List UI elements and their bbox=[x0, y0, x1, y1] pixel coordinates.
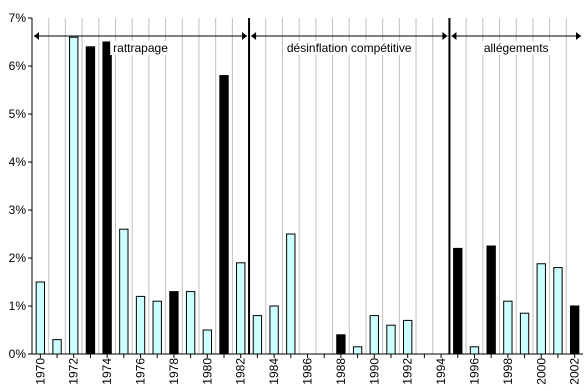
period-arrowhead-right bbox=[242, 32, 248, 40]
x-tick-label: 1974 bbox=[100, 358, 114, 385]
bar-1984 bbox=[269, 305, 279, 355]
bar-2002 bbox=[569, 305, 580, 355]
x-tick-label: 1982 bbox=[234, 358, 248, 385]
bar-1973 bbox=[85, 46, 96, 355]
bar-1983 bbox=[252, 315, 263, 355]
bar-1974 bbox=[102, 41, 112, 355]
bar-1996 bbox=[469, 346, 480, 355]
y-tick-label: 5% bbox=[9, 107, 27, 121]
x-tick-label: 1994 bbox=[434, 358, 448, 385]
bar-2001 bbox=[553, 267, 563, 355]
x-tick-label: 1990 bbox=[367, 358, 381, 385]
y-tick-label: 2% bbox=[9, 251, 27, 265]
bars bbox=[35, 36, 580, 355]
bar-1988 bbox=[336, 334, 346, 355]
period-label: rattrapage bbox=[113, 41, 168, 55]
x-tick-label: 1980 bbox=[200, 358, 214, 385]
x-tick-label: 2002 bbox=[568, 358, 582, 385]
x-tick-labels: 1970 1972 1974 1976 1978 1980 1982 1984 1986 1988… bbox=[33, 358, 581, 385]
bar-1997 bbox=[486, 245, 496, 355]
bar-1977 bbox=[152, 300, 162, 355]
x-tick-label: 1996 bbox=[467, 358, 481, 385]
y-tick-labels: 0% 1% 2% 3% 4% 5% 6% 7% bbox=[9, 11, 27, 361]
bar-1971 bbox=[52, 339, 62, 355]
x-tick-label: 1988 bbox=[334, 358, 348, 385]
y-tick-label: 1% bbox=[9, 299, 27, 313]
y-tick-label: 3% bbox=[9, 203, 27, 217]
bar-1985 bbox=[286, 233, 296, 355]
period-arrowhead-right bbox=[576, 32, 581, 40]
x-tick-label: 1998 bbox=[501, 358, 515, 385]
x-tick-label: 1972 bbox=[67, 358, 81, 385]
bar-1992 bbox=[403, 319, 413, 355]
period-arrowhead-left bbox=[251, 32, 257, 40]
period-label-bg bbox=[110, 41, 171, 55]
bar-1999 bbox=[519, 312, 530, 355]
y-tick-label: 0% bbox=[9, 347, 27, 361]
bar-1982 bbox=[236, 262, 246, 355]
x-tick-label: 1970 bbox=[33, 358, 47, 385]
y-tick-label: 4% bbox=[9, 155, 27, 169]
x-tick-label: 1986 bbox=[301, 358, 315, 385]
x-tick-label: 2000 bbox=[534, 358, 548, 385]
axes bbox=[28, 17, 583, 358]
period-arrowhead-left bbox=[451, 32, 457, 40]
bar-1981 bbox=[219, 75, 229, 355]
period-arrowhead-right bbox=[442, 32, 448, 40]
period-label: désinflation compétitive bbox=[287, 41, 412, 55]
bar-1970 bbox=[35, 281, 46, 355]
y-tick-label: 7% bbox=[9, 11, 27, 25]
period-arrowhead-left bbox=[34, 32, 39, 40]
bar-1990 bbox=[369, 315, 379, 355]
bar-1978 bbox=[169, 291, 179, 355]
x-tick-label: 1978 bbox=[167, 358, 181, 385]
y-tick-label: 6% bbox=[9, 59, 27, 73]
period-label: allégements bbox=[484, 41, 549, 55]
bar-1975 bbox=[119, 228, 129, 355]
x-tick-label: 1984 bbox=[267, 358, 281, 385]
bar-1980 bbox=[202, 329, 212, 355]
bar-1989 bbox=[352, 346, 363, 355]
bar-1976 bbox=[135, 295, 146, 355]
bar-1979 bbox=[185, 291, 196, 355]
period-annotations: rattrapage désinflation compétitive allége… bbox=[34, 18, 581, 354]
bar-1998 bbox=[503, 300, 513, 355]
period-label-bg bbox=[480, 41, 552, 55]
bar-1972 bbox=[69, 36, 79, 355]
period-label-bg bbox=[283, 41, 415, 55]
x-tick-label: 1992 bbox=[401, 358, 415, 385]
bar-2000 bbox=[536, 263, 546, 355]
x-tick-label: 1976 bbox=[134, 358, 148, 385]
bar-1991 bbox=[386, 324, 396, 355]
bar-1995 bbox=[453, 247, 463, 355]
